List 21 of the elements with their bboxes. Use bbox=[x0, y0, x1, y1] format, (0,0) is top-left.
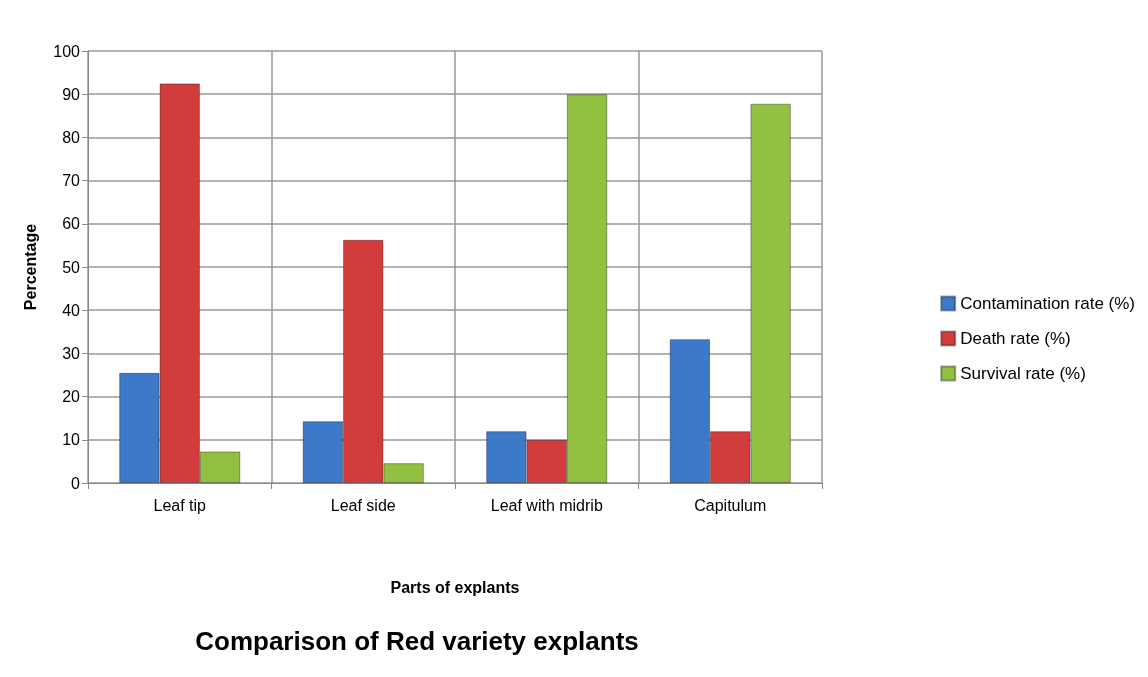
y-tick-label: 50 bbox=[62, 258, 81, 276]
legend-label: Death rate (%) bbox=[960, 329, 1071, 348]
y-tick-label: 0 bbox=[71, 474, 81, 492]
legend-label: Contamination rate (%) bbox=[960, 294, 1136, 313]
y-tick-label: 60 bbox=[62, 215, 81, 233]
x-tick-label: Leaf tip bbox=[153, 496, 207, 514]
y-tick-label: 100 bbox=[53, 42, 81, 60]
y-tick-label: 40 bbox=[62, 301, 81, 319]
x-tick-label: Leaf side bbox=[330, 496, 396, 514]
x-tick-label: Leaf with midrib bbox=[490, 496, 603, 514]
x-tick-label: Capitulum bbox=[694, 496, 767, 514]
text: Comparison of Red variety explants bbox=[195, 626, 639, 656]
y-tick-label: 20 bbox=[62, 388, 81, 406]
legend-label: Survival rate (%) bbox=[960, 364, 1086, 383]
y-tick-label: 90 bbox=[62, 85, 81, 103]
y-tick-label: 80 bbox=[62, 128, 81, 146]
x-axis-title: Parts of explants bbox=[390, 578, 520, 596]
y-tick-label: 30 bbox=[62, 344, 81, 362]
y-axis-title: Percentage bbox=[21, 223, 39, 311]
y-tick-label: 10 bbox=[62, 431, 81, 449]
y-tick-label: 70 bbox=[62, 172, 81, 190]
